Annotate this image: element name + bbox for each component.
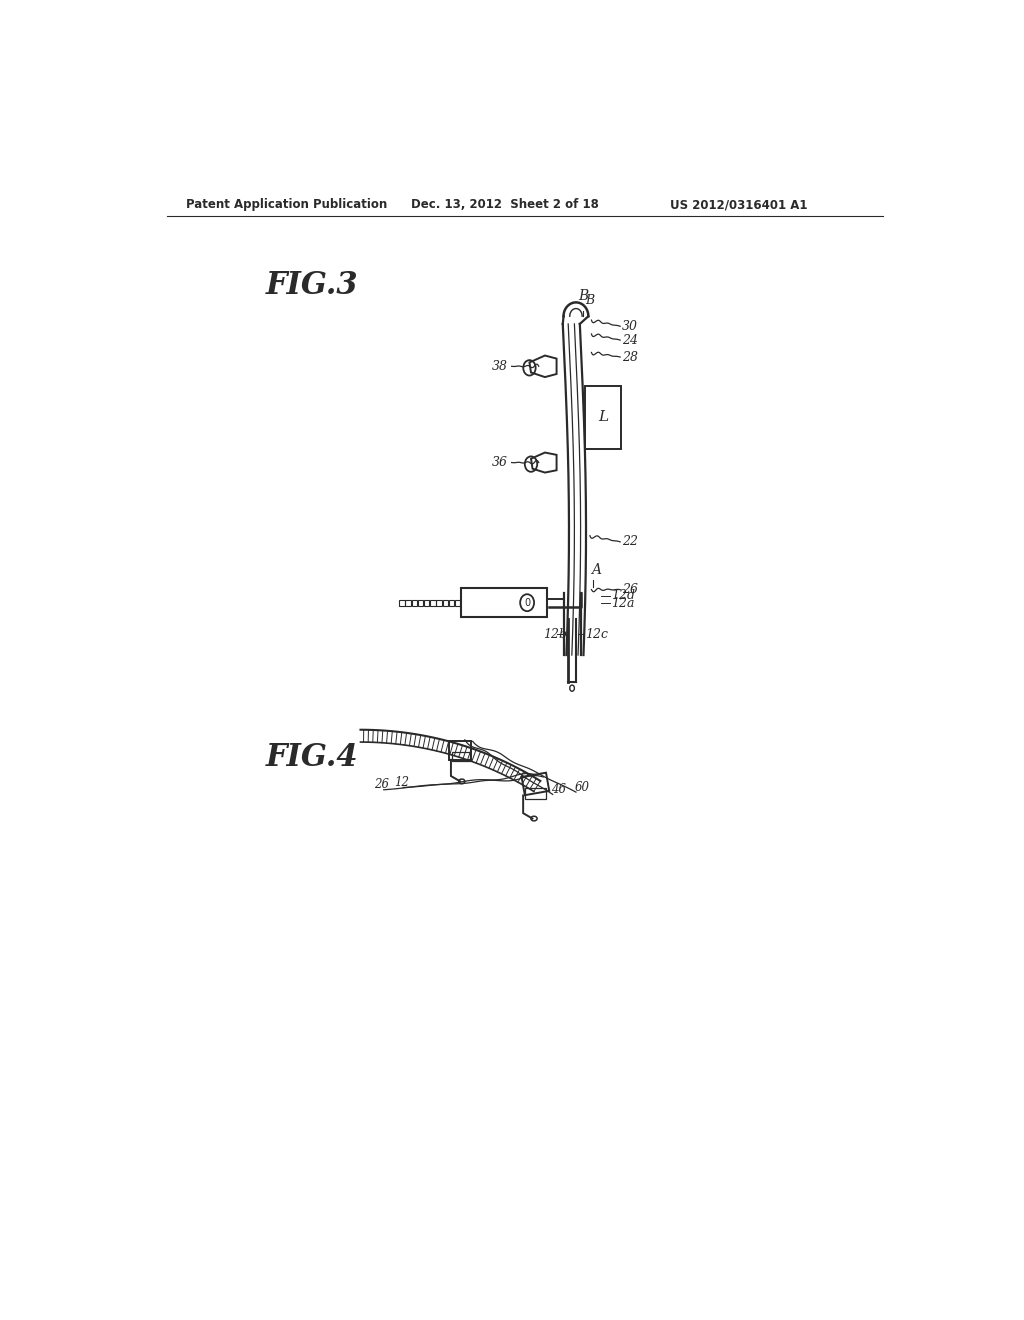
Bar: [418, 599, 423, 606]
Bar: [455, 599, 461, 606]
Text: Patent Application Publication: Patent Application Publication: [186, 198, 387, 211]
Text: 26: 26: [375, 777, 389, 791]
Text: 12b: 12b: [543, 628, 566, 640]
Text: FIG.3: FIG.3: [266, 271, 358, 301]
Bar: [521, 772, 549, 795]
Text: 30: 30: [622, 319, 638, 333]
Text: 24: 24: [622, 334, 638, 347]
Bar: [412, 599, 417, 606]
Bar: [442, 599, 449, 606]
Text: A: A: [592, 564, 601, 577]
Bar: [586, 385, 621, 449]
Bar: [399, 599, 404, 606]
Text: 28: 28: [622, 351, 638, 363]
Bar: [449, 599, 455, 606]
Bar: [450, 742, 471, 760]
Text: B: B: [578, 289, 588, 304]
Text: 38: 38: [492, 360, 508, 372]
Text: L: L: [598, 411, 608, 424]
Text: FIG.4: FIG.4: [266, 742, 358, 774]
Bar: [461, 589, 547, 618]
Text: 12d: 12d: [611, 589, 636, 602]
Text: 0: 0: [524, 598, 530, 607]
Text: 60: 60: [574, 781, 590, 795]
Text: Dec. 13, 2012  Sheet 2 of 18: Dec. 13, 2012 Sheet 2 of 18: [411, 198, 599, 211]
Text: 12c: 12c: [586, 628, 608, 640]
Bar: [524, 788, 547, 799]
Text: 26: 26: [622, 583, 638, 597]
Text: 12a: 12a: [611, 597, 635, 610]
Text: 46: 46: [551, 783, 566, 796]
Bar: [453, 752, 470, 762]
Text: 22: 22: [622, 536, 638, 548]
Text: 36: 36: [492, 455, 508, 469]
Text: US 2012/0316401 A1: US 2012/0316401 A1: [671, 198, 808, 211]
Bar: [430, 599, 435, 606]
Bar: [436, 599, 442, 606]
Bar: [406, 599, 411, 606]
Bar: [424, 599, 429, 606]
Text: 12: 12: [394, 776, 410, 788]
Text: B: B: [586, 294, 594, 308]
